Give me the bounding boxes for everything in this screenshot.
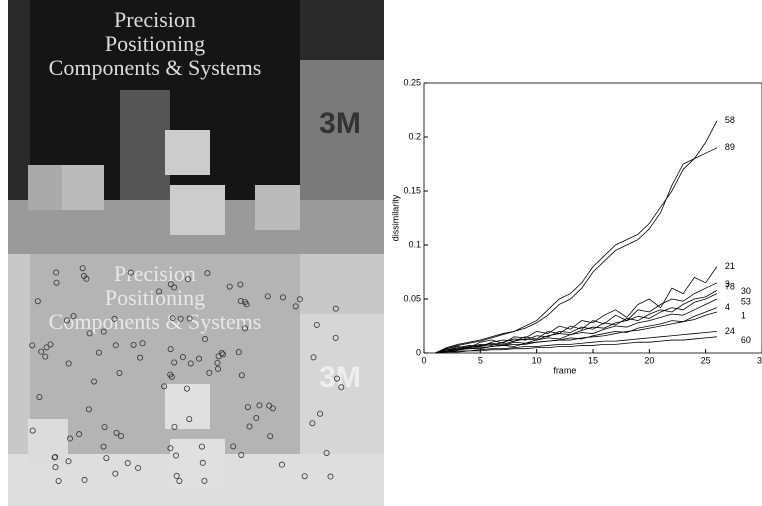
line-label: 24	[725, 326, 735, 336]
line-label: 53	[741, 296, 751, 306]
block	[62, 165, 104, 210]
line-label: 1	[741, 310, 746, 320]
line-label: 30	[741, 286, 751, 296]
y-tick-label: 0.2	[408, 131, 421, 141]
x-tick-label: 15	[588, 355, 598, 365]
x-axis-label: frame	[553, 365, 576, 375]
y-tick-label: 0.25	[403, 77, 421, 87]
block	[28, 419, 68, 464]
line-label: 21	[725, 261, 735, 271]
line-label: 78	[725, 282, 735, 292]
photo-text: Components & Systems	[49, 309, 262, 334]
line-label: 60	[741, 335, 751, 345]
photo-text: Positioning	[105, 285, 205, 310]
block	[170, 439, 225, 489]
photo-features: Precision Positioning Components & Syste…	[8, 254, 384, 506]
x-tick-label: 25	[701, 355, 711, 365]
y-tick-label: 0.05	[403, 293, 421, 303]
photo-original: Precision Positioning Components & Syste…	[8, 0, 384, 254]
photo-text: Precision	[114, 261, 196, 286]
x-tick-label: 5	[478, 355, 483, 365]
y-tick-label: 0.15	[403, 185, 421, 195]
block	[170, 185, 225, 235]
x-tick-label: 0	[421, 355, 426, 365]
photo-logo: 3M	[319, 361, 361, 394]
x-tick-label: 30	[757, 355, 762, 365]
figure: Precision Positioning Components & Syste…	[0, 0, 762, 506]
block	[255, 185, 300, 230]
photo-text: Components & Systems	[49, 55, 262, 80]
y-tick-label: 0.1	[408, 239, 421, 249]
x-tick-label: 10	[532, 355, 542, 365]
jar	[120, 90, 170, 200]
x-tick-label: 20	[644, 355, 654, 365]
block	[165, 130, 210, 175]
plot-frame	[424, 83, 762, 353]
line-label: 4	[725, 302, 730, 312]
photo-text: Precision	[114, 7, 196, 32]
photo-logo: 3M	[319, 107, 361, 140]
line-label: 89	[725, 142, 735, 152]
y-tick-label: 0	[416, 347, 421, 357]
line-label: 58	[725, 115, 735, 125]
y-axis-label: dissimilarity	[390, 194, 400, 241]
photo-text: Positioning	[105, 31, 205, 56]
